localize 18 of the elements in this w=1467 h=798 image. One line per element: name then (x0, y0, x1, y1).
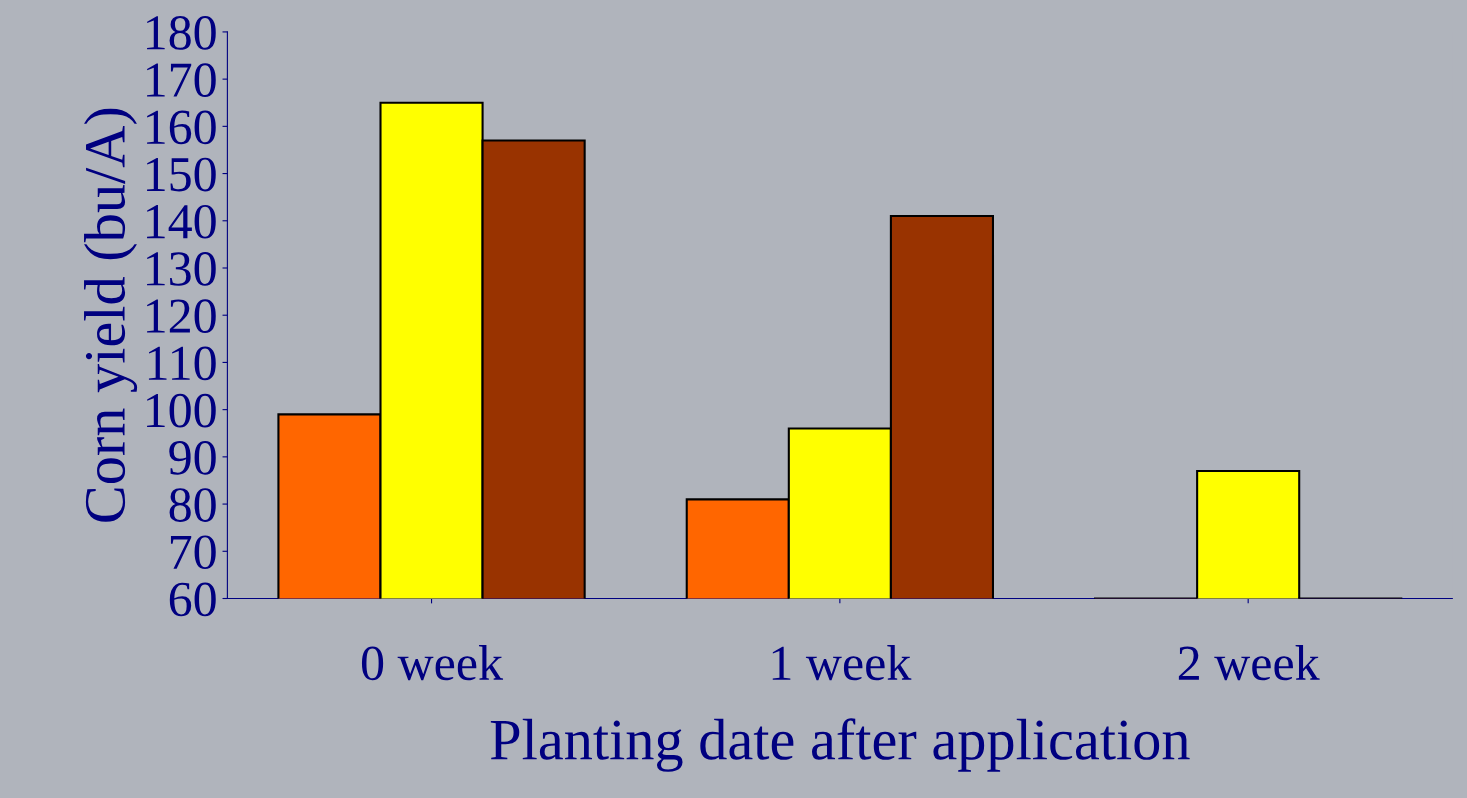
y-tick-label: 150 (147, 157, 216, 192)
x-axis-title: Planting date after application (490, 718, 1190, 772)
y-tick-label: 140 (147, 204, 216, 239)
y-tick-label: 80 (169, 488, 216, 522)
y-tick-label: 90 (169, 440, 216, 475)
y-tick-label: 60 (169, 582, 216, 617)
y-tick-label: 100 (147, 393, 216, 428)
x-tick-label: 1 week (772, 645, 912, 681)
x-tick-label: 0 week (361, 645, 504, 681)
y-tick-label: 180 (147, 16, 216, 50)
y-tick-label: 130 (147, 252, 216, 286)
y-axis-title: Corn yield (bu/A) (84, 108, 138, 522)
y-tick-label: 110 (148, 346, 216, 381)
y-tick-label: 120 (147, 299, 216, 334)
y-tick-label: 70 (170, 535, 216, 570)
x-tick-label: 2 week (1178, 645, 1320, 681)
y-tick-label: 160 (147, 110, 216, 145)
y-tick-label: 170 (147, 63, 216, 97)
